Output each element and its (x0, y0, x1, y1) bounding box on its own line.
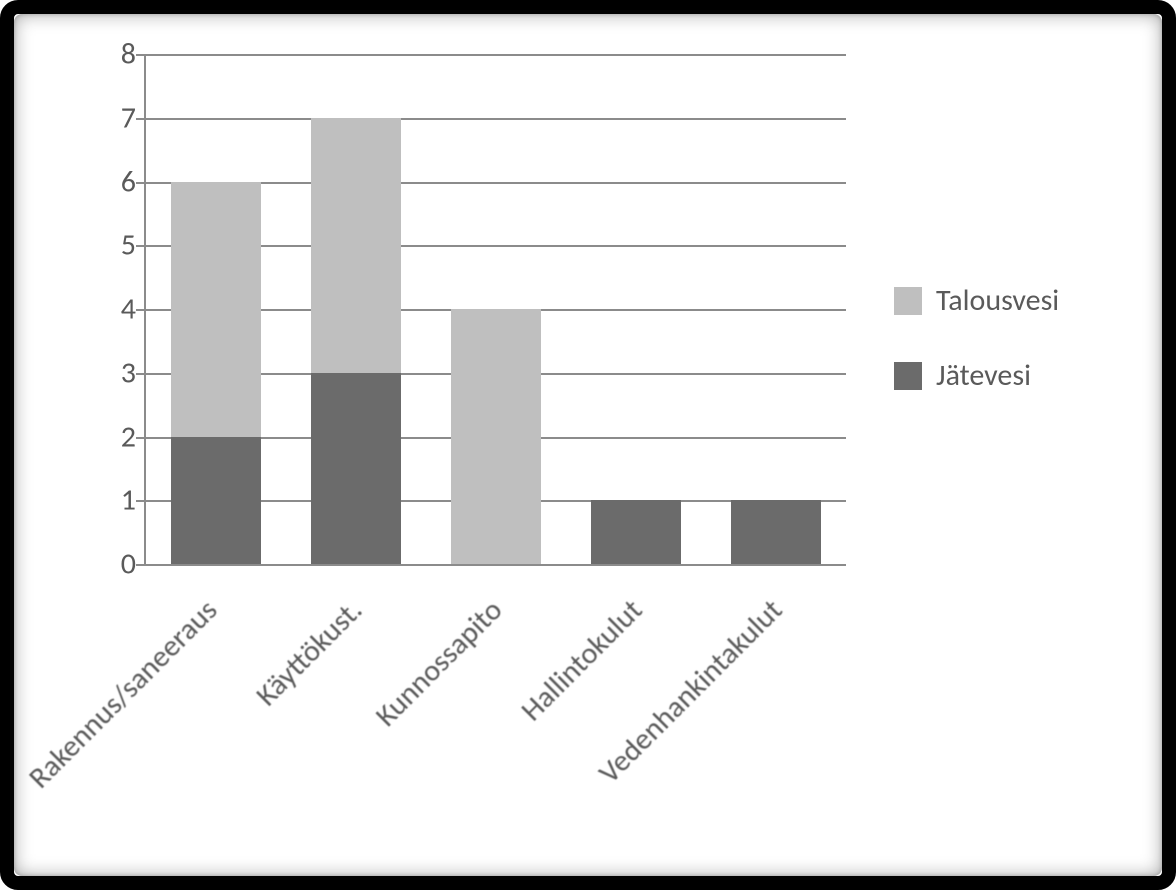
legend-item-talousvesi: Talousvesi (894, 282, 1059, 319)
gridline (146, 118, 846, 120)
bar-segment-jatevesi (591, 500, 681, 564)
y-tick (136, 245, 146, 247)
y-tick-label: 2 (94, 418, 136, 455)
bar-segment-jatevesi (311, 373, 401, 564)
y-tick (136, 118, 146, 120)
legend-item-jatevesi: Jätevesi (894, 357, 1059, 394)
y-tick-label: 0 (94, 546, 136, 583)
y-tick (136, 437, 146, 439)
legend-swatch (894, 287, 922, 315)
y-tick (136, 182, 146, 184)
legend-label: Talousvesi (936, 282, 1059, 319)
y-tick-label: 1 (94, 482, 136, 519)
x-tick-label: Rakennus/saneeraus (0, 592, 225, 837)
y-tick-label: 7 (94, 99, 136, 136)
legend: Talousvesi Jätevesi (894, 282, 1059, 432)
gridline (146, 54, 846, 56)
y-tick (136, 309, 146, 311)
chart-area: 8 7 6 5 4 3 2 1 0 (44, 34, 1132, 846)
bar-segment-talousvesi (171, 182, 261, 437)
legend-swatch (894, 362, 922, 390)
y-tick (136, 500, 146, 502)
chart-frame: 8 7 6 5 4 3 2 1 0 (0, 0, 1176, 890)
plot-area (144, 54, 846, 566)
bar-segment-jatevesi (731, 500, 821, 564)
bar-segment-talousvesi (311, 118, 401, 373)
y-tick (136, 373, 146, 375)
y-tick-label: 6 (94, 163, 136, 200)
legend-label: Jätevesi (936, 357, 1031, 394)
y-tick-label: 8 (94, 36, 136, 73)
y-tick-label: 3 (94, 354, 136, 391)
y-tick-label: 4 (94, 291, 136, 328)
bar-segment-talousvesi (451, 309, 541, 564)
bar-segment-jatevesi (171, 437, 261, 565)
y-tick (136, 564, 146, 566)
y-tick-label: 5 (94, 227, 136, 264)
y-tick (136, 54, 146, 56)
